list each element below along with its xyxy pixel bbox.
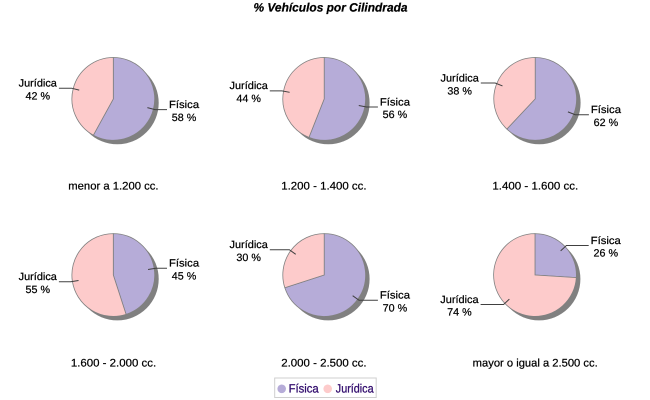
svg-text:1.600 - 2.000 cc.: 1.600 - 2.000 cc. [71, 357, 156, 369]
svg-text:44 %: 44 % [236, 93, 261, 105]
svg-text:1.400 - 1.600 cc.: 1.400 - 1.600 cc. [492, 180, 578, 192]
svg-text:Física: Física [289, 382, 319, 396]
svg-text:42 %: 42 % [26, 90, 51, 102]
svg-text:Física: Física [591, 104, 621, 116]
svg-text:Jurídica: Jurídica [336, 382, 374, 396]
svg-text:Física: Física [169, 99, 199, 111]
svg-text:30 %: 30 % [236, 252, 261, 264]
svg-text:45 %: 45 % [172, 270, 197, 282]
svg-text:55 %: 55 % [26, 284, 51, 296]
svg-text:56 %: 56 % [383, 109, 408, 121]
svg-text:62 %: 62 % [594, 117, 619, 129]
svg-text:74 %: 74 % [447, 307, 472, 319]
svg-text:Física: Física [380, 96, 410, 108]
svg-text:Jurídica: Jurídica [230, 239, 268, 251]
svg-text:Física: Física [591, 235, 621, 247]
svg-text:mayor o igual a 2.500 cc.: mayor o igual a 2.500 cc. [473, 357, 598, 369]
svg-text:% Vehículos por Cilindrada: % Vehículos por Cilindrada [254, 1, 408, 15]
svg-text:70 %: 70 % [383, 303, 408, 315]
svg-text:58 %: 58 % [172, 112, 197, 124]
svg-text:Física: Física [169, 258, 199, 270]
svg-text:2.000 - 2.500 cc.: 2.000 - 2.500 cc. [281, 357, 366, 369]
svg-text:Jurídica: Jurídica [19, 78, 57, 90]
svg-text:menor a 1.200 cc.: menor a 1.200 cc. [68, 180, 158, 192]
svg-text:Física: Física [380, 290, 410, 302]
svg-text:26 %: 26 % [594, 248, 619, 260]
svg-text:38 %: 38 % [447, 85, 472, 97]
svg-text:Jurídica: Jurídica [441, 72, 479, 84]
svg-text:Jurídica: Jurídica [230, 80, 268, 92]
svg-text:1.200 - 1.400 cc.: 1.200 - 1.400 cc. [281, 180, 366, 192]
svg-text:Jurídica: Jurídica [19, 271, 57, 283]
svg-text:Jurídica: Jurídica [440, 294, 478, 306]
